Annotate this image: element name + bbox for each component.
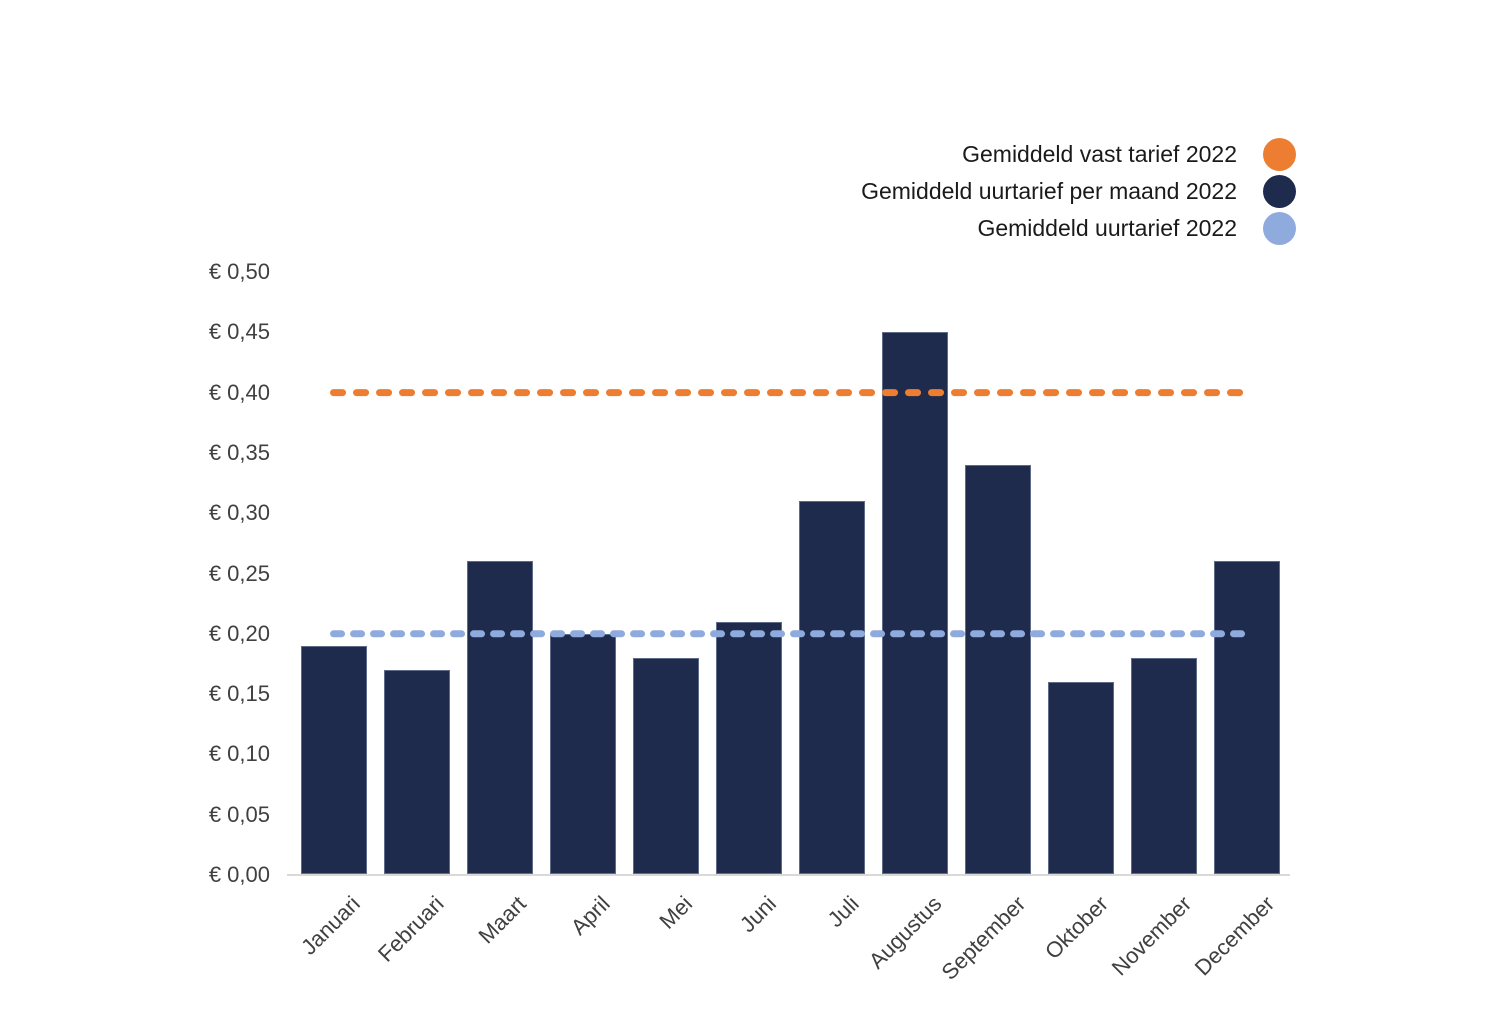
x-axis-line <box>287 874 1290 876</box>
x-axis-label-december: December <box>1189 891 1280 981</box>
legend-item-uurtarief-per-maand: Gemiddeld uurtarief per maand 2022 <box>861 173 1296 210</box>
bar-november <box>1131 657 1198 874</box>
bar-oktober <box>1048 682 1115 874</box>
bar-juli <box>799 501 866 874</box>
lightblue-circle-icon <box>1263 212 1296 245</box>
x-axis-label-augustus: Augustus <box>864 891 947 974</box>
y-axis-tick-label: € 0,25 <box>208 560 270 586</box>
bar-augustus <box>882 332 949 874</box>
x-axis-label-januari: Januari <box>296 891 366 960</box>
y-axis-tick-label: € 0,05 <box>208 801 270 827</box>
y-axis-tick-label: € 0,45 <box>208 319 270 345</box>
legend-item-uurtarief: Gemiddeld uurtarief 2022 <box>977 210 1296 247</box>
y-axis-tick-label: € 0,20 <box>208 620 270 646</box>
x-axis-label-juni: Juni <box>734 891 781 938</box>
x-axis-label-november: November <box>1106 891 1197 981</box>
bar-maart <box>466 561 533 874</box>
y-axis-tick-label: € 0,10 <box>208 741 270 767</box>
x-axis-label-maart: Maart <box>473 891 532 949</box>
bar-april <box>549 633 616 874</box>
bar-december <box>1214 561 1281 874</box>
x-axis-label-juli: Juli <box>822 891 864 933</box>
x-axis-label-mei: Mei <box>654 891 698 934</box>
legend-label: Gemiddeld vast tarief 2022 <box>962 141 1237 167</box>
bar-januari <box>300 645 367 874</box>
orange-circle-icon <box>1263 138 1296 171</box>
x-axis-label-oktober: Oktober <box>1039 891 1113 965</box>
y-axis-tick-label: € 0,30 <box>208 500 270 526</box>
legend-item-vast-tarief: Gemiddeld vast tarief 2022 <box>962 136 1296 173</box>
y-axis-tick-label: € 0,40 <box>208 379 270 405</box>
x-axis-label-februari: Februari <box>372 891 449 967</box>
x-axis-label-september: September <box>936 891 1030 985</box>
bar-mei <box>632 657 699 874</box>
bar-september <box>965 464 1032 874</box>
legend-label: Gemiddeld uurtarief 2022 <box>977 215 1237 241</box>
y-axis-tick-label: € 0,50 <box>208 259 270 284</box>
y-axis-tick-label: € 0,15 <box>208 681 270 707</box>
x-axis-label-april: April <box>565 891 615 940</box>
legend-label: Gemiddeld uurtarief per maand 2022 <box>861 178 1237 204</box>
y-axis-tick-label: € 0,35 <box>208 439 270 465</box>
y-axis-tick-label: € 0,00 <box>208 862 270 887</box>
navy-circle-icon <box>1263 175 1296 208</box>
bar-februari <box>383 669 450 874</box>
bar-juni <box>715 621 782 874</box>
